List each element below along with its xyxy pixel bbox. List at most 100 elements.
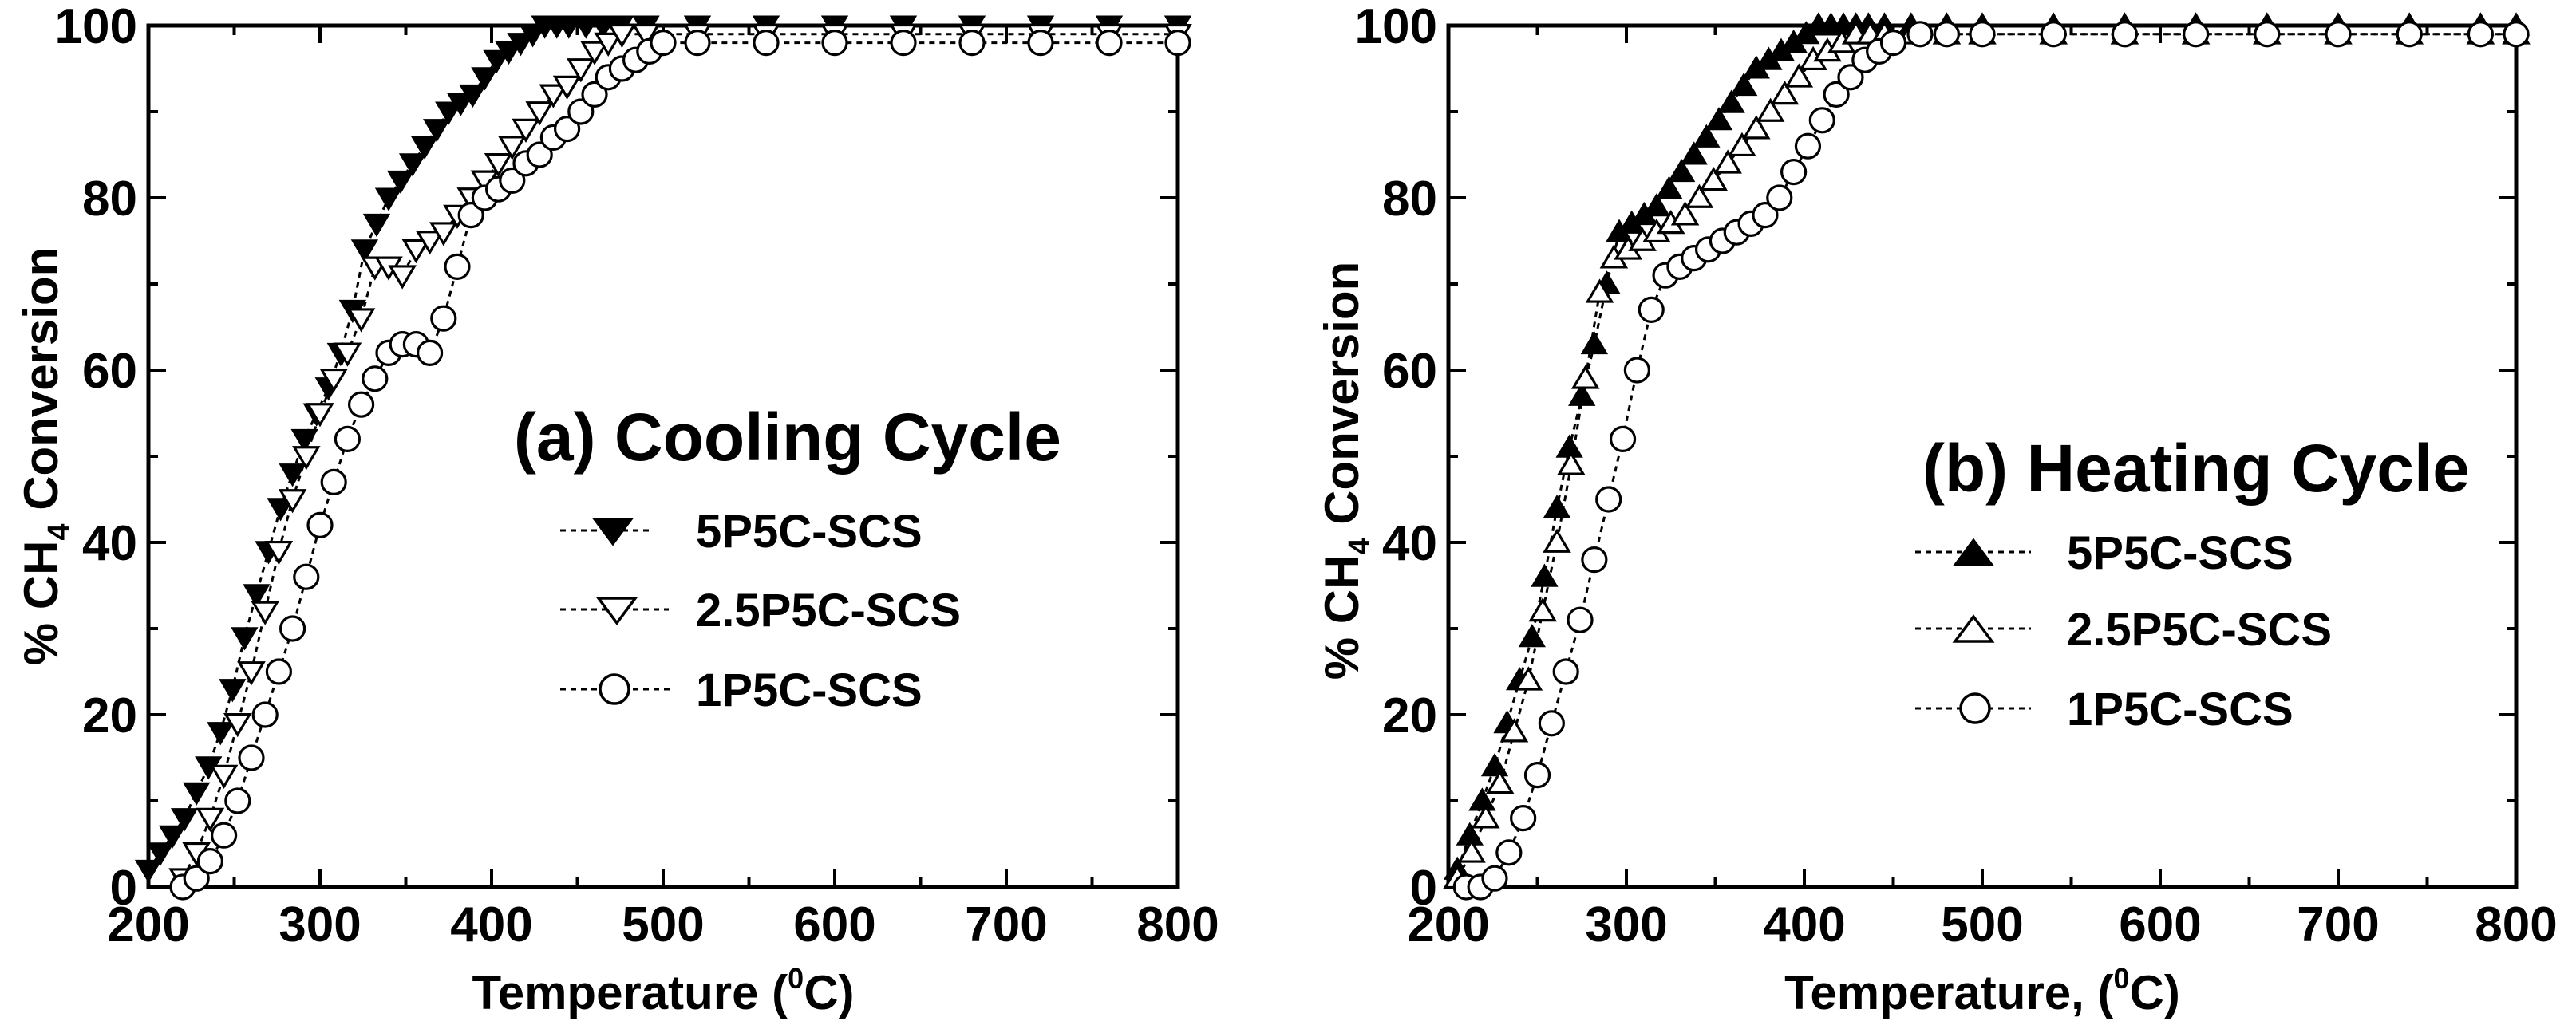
data-point-circle-open xyxy=(1752,202,1779,229)
x-axis-title: Temperature (0C) xyxy=(472,962,855,1019)
x-tick-label: 200 xyxy=(1407,897,1489,952)
data-point-circle-open xyxy=(416,339,444,366)
data-point-triangle-up-filled xyxy=(1543,495,1571,518)
data-point-circle-open xyxy=(1510,804,1537,832)
data-point-triangle-down-filled xyxy=(507,33,535,57)
data-point-circle-open xyxy=(890,29,917,57)
data-point-circle-open xyxy=(196,847,223,875)
data-point-triangle-up-filled xyxy=(1518,624,1546,648)
data-point-circle-open xyxy=(581,81,608,108)
data-point-circle-open xyxy=(753,29,780,57)
y-tick-label: 80 xyxy=(1382,172,1437,227)
data-point-circle-open xyxy=(2325,21,2352,48)
data-point-triangle-down-open xyxy=(415,231,444,255)
data-point-triangle-up-filled xyxy=(1667,158,1696,183)
legend-label: 2.5P5C-SCS xyxy=(696,585,961,637)
data-point-circle-open xyxy=(958,29,986,57)
x-tick-label: 600 xyxy=(793,897,875,952)
data-point-triangle-up-open xyxy=(1670,201,1700,226)
data-point-triangle-down-filled xyxy=(219,679,247,703)
y-tick-label: 0 xyxy=(1410,861,1437,916)
data-point-triangle-down-open xyxy=(539,84,568,108)
data-point-triangle-down-filled xyxy=(362,213,391,238)
data-point-circle-open xyxy=(265,658,292,685)
data-point-triangle-down-open xyxy=(567,58,595,83)
y-tick-label: 80 xyxy=(82,172,137,227)
data-point-triangle-down-open xyxy=(237,661,266,686)
data-point-triangle-down-open xyxy=(196,807,225,833)
data-point-triangle-down-open xyxy=(631,23,661,49)
data-point-triangle-up-open xyxy=(1557,451,1586,475)
y-tick-label: 0 xyxy=(110,861,137,916)
y-tick-label: 40 xyxy=(82,516,137,571)
legend-entry: 5P5C-SCS xyxy=(1915,527,2294,579)
data-point-triangle-up-open xyxy=(1728,132,1756,157)
data-point-triangle-down-open xyxy=(264,540,294,566)
data-point-circle-open xyxy=(1638,296,1665,323)
data-point-circle-open xyxy=(2467,21,2494,48)
data-point-circle-open xyxy=(567,98,595,125)
chart-panel-a-cooling: 200 300 400 500 600 700 800 0 20 40 60 80 100 Temper… xyxy=(14,0,1219,1019)
data-point-triangle-down-filled xyxy=(410,136,439,160)
data-point-triangle-down-filled xyxy=(290,428,318,453)
data-point-triangle-down-filled xyxy=(279,463,306,487)
data-point-triangle-down-open xyxy=(251,601,279,625)
y-tick-label: 20 xyxy=(82,688,137,743)
data-point-triangle-up-open xyxy=(1543,528,1571,553)
data-point-circle-open xyxy=(2183,21,2210,48)
data-point-circle-open xyxy=(526,141,553,168)
data-point-triangle-down-filled xyxy=(146,842,175,866)
x-axis-title: Temperature, (0C) xyxy=(1784,962,2180,1019)
data-point-triangle-down-filled xyxy=(435,101,463,125)
data-point-circle-open xyxy=(2396,21,2423,48)
data-point-triangle-down-filled xyxy=(158,825,187,849)
data-point-triangle-up-filled xyxy=(1480,753,1509,777)
data-point-circle-open xyxy=(1581,546,1608,574)
data-point-circle-open xyxy=(1969,21,1996,48)
data-point-circle-open xyxy=(320,468,347,496)
panel-annotation: (a) Cooling Cycle xyxy=(514,400,1061,475)
data-point-circle-open xyxy=(1027,29,1054,57)
x-tick-label: 800 xyxy=(1136,897,1219,952)
data-point-triangle-down-filled xyxy=(589,15,617,39)
data-point-circle-open xyxy=(1906,21,1934,48)
x-tick-label: 300 xyxy=(279,897,361,952)
data-point-triangle-up-filled xyxy=(1580,330,1609,355)
legend-label: 5P5C-SCS xyxy=(696,506,923,558)
data-point-circle-open xyxy=(1164,29,1191,57)
legend: 5P5C-SCS 2.5P5C-SCS 1P5C-SCS xyxy=(560,506,961,716)
data-point-triangle-down-filled xyxy=(267,498,294,522)
data-point-circle-open xyxy=(499,167,526,194)
y-tick-label: 60 xyxy=(82,344,137,399)
x-tick-label: 300 xyxy=(1585,897,1667,952)
data-point-triangle-down-open xyxy=(552,75,582,101)
legend-entry: 1P5C-SCS xyxy=(560,664,923,716)
data-point-triangle-down-filled xyxy=(374,187,403,211)
x-tick-label: 500 xyxy=(1941,897,2023,952)
data-point-triangle-down-filled xyxy=(447,93,475,116)
data-point-triangle-down-filled xyxy=(459,84,487,108)
data-point-circle-open xyxy=(238,744,265,771)
data-point-triangle-down-filled xyxy=(243,584,271,608)
data-point-triangle-down-open xyxy=(209,764,239,790)
data-point-triangle-down-filled xyxy=(483,49,511,73)
data-point-triangle-up-filled xyxy=(1705,107,1733,131)
data-point-triangle-up-filled xyxy=(1693,124,1721,148)
data-point-triangle-up-open xyxy=(1770,80,1800,105)
legend-label: 5P5C-SCS xyxy=(2067,527,2294,579)
data-point-circle-open xyxy=(2503,21,2530,48)
data-point-triangle-down-open xyxy=(607,23,637,49)
legend-marker-triangle-down-filled xyxy=(592,518,634,546)
data-point-triangle-down-open xyxy=(333,342,362,367)
x-tick-label: 200 xyxy=(107,897,189,952)
data-point-circle-open xyxy=(279,615,306,642)
data-point-circle-open xyxy=(2040,21,2067,48)
data-point-circle-open xyxy=(1495,839,1523,866)
data-point-circle-open xyxy=(251,701,279,728)
data-point-circle-open xyxy=(1933,21,1960,48)
data-point-triangle-down-open xyxy=(401,239,431,264)
data-point-circle-open xyxy=(1096,29,1123,57)
panel-annotation: (b) Heating Cycle xyxy=(1922,431,2470,506)
data-point-circle-open xyxy=(183,865,210,892)
axis-tick-labels: 200 300 400 500 600 700 800 0 20 40 60 80 100 xyxy=(55,0,1219,952)
